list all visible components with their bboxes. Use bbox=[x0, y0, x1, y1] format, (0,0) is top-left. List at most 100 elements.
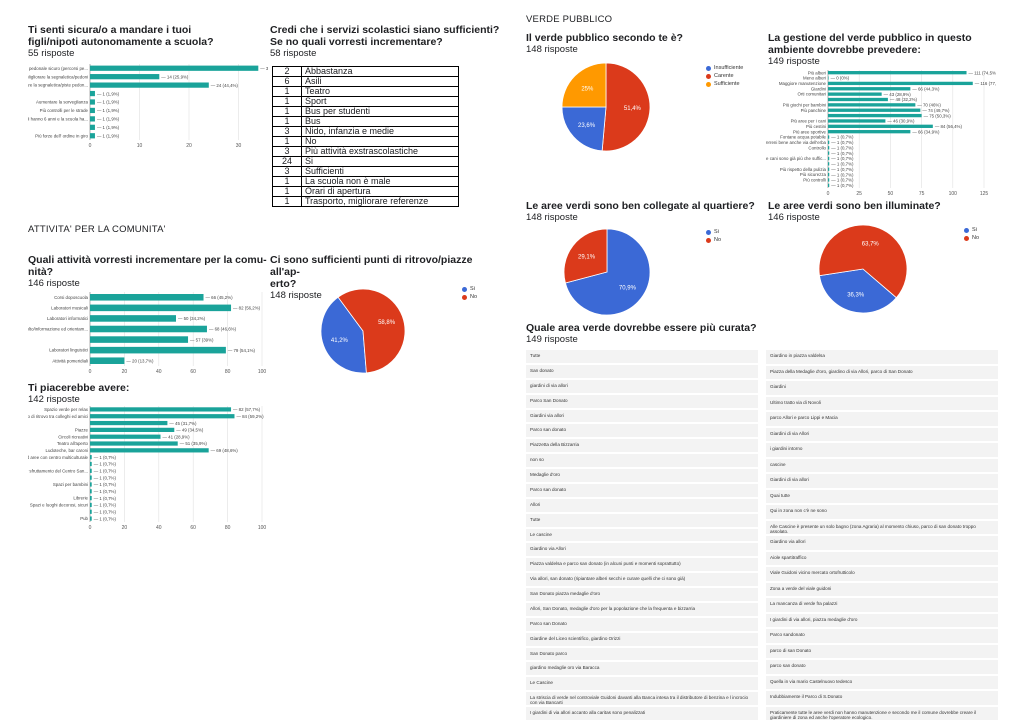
legend-label: No bbox=[972, 235, 980, 241]
pie-slice bbox=[601, 62, 651, 152]
bar bbox=[90, 74, 160, 80]
count-cell: 3 bbox=[272, 166, 302, 177]
legend-swatch bbox=[706, 73, 711, 79]
count-cell: 1 bbox=[272, 186, 302, 197]
category-label: Laboratori musicali bbox=[51, 305, 88, 310]
count-cell: 1 bbox=[272, 196, 302, 207]
legend-swatch bbox=[964, 227, 969, 233]
legend-item: Si bbox=[706, 228, 721, 236]
bar bbox=[90, 461, 92, 467]
pie-slice bbox=[563, 228, 608, 284]
table-row: 1 Sport bbox=[272, 96, 459, 107]
list-item: Piazza valdelsa e parco san donato (in a… bbox=[526, 558, 758, 572]
q1-responses: 55 risposte bbox=[28, 48, 75, 59]
q9-responses: 146 risposte bbox=[768, 212, 820, 223]
bar bbox=[90, 357, 125, 364]
category-label: Poseggio ed aree con centro multicultura… bbox=[28, 455, 89, 460]
legend-swatch bbox=[462, 294, 467, 300]
legend-label: Sufficiente bbox=[714, 81, 740, 87]
q3-chart: 0 20 40 60 80 100 — 66 (45,2%) Corsi doposcuola… bbox=[28, 292, 266, 375]
data-label: — 66 (44,3%) bbox=[912, 86, 940, 91]
data-label: — 1 (1,9%) bbox=[97, 117, 120, 122]
bar bbox=[828, 71, 967, 75]
list-item: Ultimo tratto via di Novoli bbox=[766, 396, 998, 410]
category-label: Più alberi bbox=[808, 70, 826, 75]
bar bbox=[828, 76, 829, 80]
category-label: Attività pomeridiali bbox=[52, 358, 88, 363]
list-item: parco di san Donato bbox=[766, 644, 998, 658]
list-item: Giardino in piazza valdelsa bbox=[766, 350, 998, 364]
data-label: — 1 (0,7%) bbox=[94, 503, 117, 508]
category-label: Più sicurezza bbox=[800, 172, 827, 177]
category-label: Più cestini bbox=[806, 124, 826, 129]
bar bbox=[828, 103, 916, 107]
bar bbox=[828, 151, 830, 155]
table-row: 1 Trasporto, migliorare referenze bbox=[272, 196, 459, 207]
x-tick-label: 75 bbox=[919, 191, 925, 197]
data-label: — 84 (59,2%) bbox=[236, 414, 264, 419]
category-label: Più controlli per le strade bbox=[40, 108, 89, 113]
data-label: — 1 (0,7%) bbox=[831, 167, 854, 172]
category-label: Più rispetto della pulizia bbox=[780, 167, 827, 172]
bar bbox=[90, 116, 95, 122]
data-label: — 1 (0,7%) bbox=[831, 135, 854, 140]
list-item: Parco San Donato bbox=[526, 394, 758, 408]
slice-label: 25% bbox=[581, 86, 594, 92]
data-label: — 1 (0,7%) bbox=[94, 475, 117, 480]
list-item: La striscia di verde nel controviale Gui… bbox=[526, 692, 758, 705]
slice-label: 36,3% bbox=[847, 292, 865, 298]
data-label: — 1 (0,7%) bbox=[94, 516, 117, 521]
legend-item: Sufficiente bbox=[706, 80, 743, 88]
legend-item: No bbox=[706, 236, 721, 244]
answer-cell: Teatro bbox=[301, 86, 459, 97]
q6-panel: Il verde pubblico secondo te è? 148 risp… bbox=[526, 32, 746, 55]
q3-responses: 146 risposte bbox=[28, 278, 80, 289]
category-label: Spazi per bambini bbox=[53, 482, 88, 487]
slice-label: 63,7% bbox=[862, 242, 880, 248]
legend-swatch bbox=[964, 235, 969, 241]
legend-label: Carente bbox=[714, 73, 734, 79]
q2-panel: Credi che i servizi scolastici siano suf… bbox=[270, 24, 500, 59]
count-cell: 1 bbox=[272, 96, 302, 107]
answer-cell: La scuola non è male bbox=[301, 176, 459, 187]
list-item: Giardini via allori bbox=[526, 409, 758, 423]
category-label: Orti comunitari bbox=[797, 92, 826, 97]
count-cell: 3 bbox=[272, 126, 302, 137]
list-item: Qui in zona non c'è ne sono bbox=[766, 505, 998, 519]
bar bbox=[90, 407, 232, 412]
bar bbox=[90, 325, 207, 333]
x-tick-label: 20 bbox=[122, 369, 128, 375]
q2-title-line2: Se no quali vorresti incrementare? bbox=[270, 36, 443, 48]
data-label: — 1 (1,9%) bbox=[97, 108, 120, 113]
data-label: — 1 (0,7%) bbox=[94, 496, 117, 501]
q1-title-line2: figli/nipoti autonomamente a scuola? bbox=[28, 36, 214, 48]
answer-cell: Trasporto, migliorare referenze bbox=[301, 196, 459, 207]
bar bbox=[90, 516, 92, 521]
data-label: — 1 (0,7%) bbox=[831, 172, 854, 177]
table-row: 6 Asili bbox=[272, 76, 459, 87]
category-label: Laboratori informatici bbox=[47, 316, 88, 321]
count-cell: 1 bbox=[272, 176, 302, 187]
data-label: — 1 (0,7%) bbox=[831, 162, 854, 167]
list-item: Parco sandonato bbox=[766, 629, 998, 643]
data-label: — 48 (32,2%) bbox=[890, 97, 918, 102]
data-label: — 1 (1,9%) bbox=[97, 125, 120, 130]
q5-panel: Ti piacerebbe avere: 142 risposte bbox=[28, 382, 268, 405]
q6-title: Il verde pubblico secondo te è? bbox=[526, 32, 683, 44]
list-item: parco Allori e parco Lippi e Macia bbox=[766, 412, 998, 426]
x-tick-label: 0 bbox=[827, 191, 830, 197]
bar bbox=[90, 434, 161, 439]
x-tick-label: 40 bbox=[156, 369, 162, 375]
data-label: — 84 (56,4%) bbox=[935, 124, 963, 129]
category-label: Più aree sportive bbox=[793, 129, 827, 134]
legend-item: No bbox=[462, 293, 477, 301]
category-label: Aumentare la sorveglianza bbox=[36, 100, 89, 105]
bar bbox=[90, 509, 92, 514]
category-label: Corsi doposcuola bbox=[54, 295, 88, 300]
q3-title-line1: Quali attività vorresti incrementare per… bbox=[28, 254, 267, 266]
bar bbox=[90, 133, 95, 139]
legend-item: No bbox=[964, 234, 979, 242]
bar bbox=[90, 475, 92, 480]
q1-chart: 010203040— 34 (63%)Avere un percorso ped… bbox=[28, 64, 268, 149]
legend-swatch bbox=[706, 237, 711, 243]
